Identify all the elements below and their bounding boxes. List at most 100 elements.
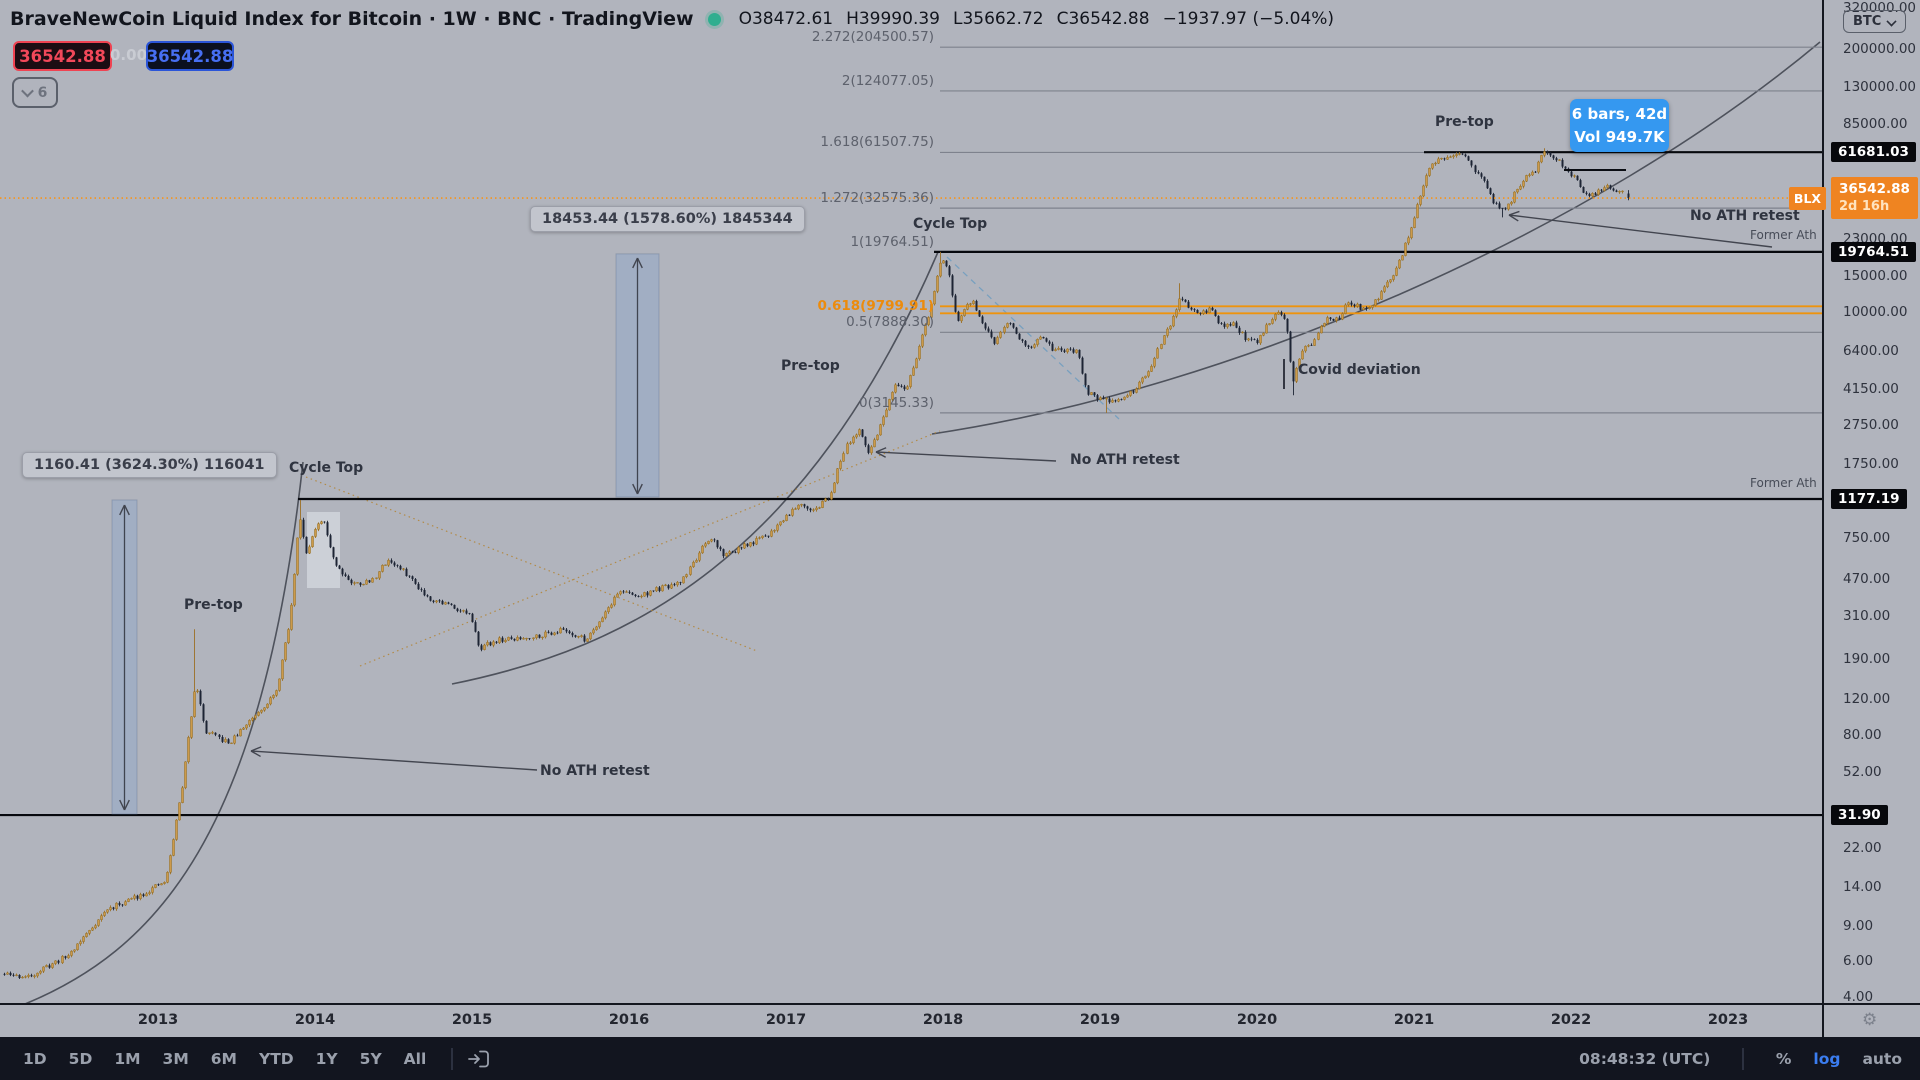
price-badge-19764.51: 19764.51 xyxy=(1831,241,1916,262)
log-scale-button[interactable]: log xyxy=(1813,1049,1841,1068)
year-label-2023: 2023 xyxy=(1707,1012,1749,1028)
fib-label-0.5: 0.5(7888.30) xyxy=(846,314,934,330)
axis-controls: 08:48:32 (UTC) % log auto xyxy=(1579,1047,1920,1070)
chevron-down-icon xyxy=(20,84,34,98)
range-button-1d[interactable]: 1D xyxy=(23,1049,47,1068)
price-badge-31.90: 31.90 xyxy=(1831,805,1888,826)
bars-range-line1: 6 bars, 42d xyxy=(1571,104,1668,123)
scale-tick: 22.00 xyxy=(1843,839,1882,856)
fib-label-1: 1(19764.51) xyxy=(850,234,934,250)
range-button-5y[interactable]: 5Y xyxy=(359,1049,382,1068)
scale-tick: 80.00 xyxy=(1843,726,1882,743)
scale-tick: 4.00 xyxy=(1843,988,1874,1003)
date-range-switcher: 1D 5D 1M 3M 6M YTD 1Y 5Y All xyxy=(0,1047,491,1070)
symbol-price-label: BLX xyxy=(1789,187,1826,210)
annotation-pre-top-2013: Pre-top xyxy=(184,597,243,613)
toolbar-divider xyxy=(451,1047,453,1070)
annotation-no-ath-retest-2018: No ATH retest xyxy=(1070,452,1180,468)
fib-label-1.272: 1.272(32575.36) xyxy=(820,190,934,206)
range-button-all[interactable]: All xyxy=(403,1049,427,1068)
scale-divider xyxy=(1822,0,1824,1037)
bar-countdown: 2d 16h xyxy=(1839,199,1890,215)
bars-range-line2: Vol 949.7K xyxy=(1574,127,1665,146)
scale-tick: 200000.00 xyxy=(1843,41,1917,58)
candlestick-chart[interactable] xyxy=(0,0,1822,1003)
scale-tick: 190.00 xyxy=(1843,650,1891,667)
chart-pane[interactable]: BraveNewCoin Liquid Index for Bitcoin · … xyxy=(0,0,1822,1003)
annotation-cycle-top-2014: Cycle Top xyxy=(289,460,364,476)
currency-label: BTC xyxy=(1853,14,1882,29)
toolbar-divider xyxy=(1742,1047,1744,1070)
scale-tick: 120.00 xyxy=(1843,690,1891,707)
change-value: −1937.97 (−5.04%) xyxy=(1162,9,1335,29)
year-label-2019: 2019 xyxy=(1079,1012,1121,1028)
scale-tick: 750.00 xyxy=(1843,530,1891,547)
range-button-ytd[interactable]: YTD xyxy=(258,1049,294,1068)
open-value: O38472.61 xyxy=(738,9,834,29)
chevron-down-icon xyxy=(1886,16,1897,27)
scale-tick: 320000.00 xyxy=(1843,0,1917,16)
year-label-2020: 2020 xyxy=(1236,1012,1278,1028)
range-button-5d[interactable]: 5D xyxy=(68,1049,93,1068)
annotation-pre-top-2021: Pre-top xyxy=(1435,114,1494,130)
year-label-2015: 2015 xyxy=(451,1012,493,1028)
close-value: C36542.88 xyxy=(1056,9,1150,29)
ohlc-values: O38472.61 H39990.39 L35662.72 C36542.88 … xyxy=(739,9,1334,29)
measurement-label-2013: 1160.41 (3624.30%) 116041 xyxy=(22,452,277,478)
symbol-legend: BraveNewCoin Liquid Index for Bitcoin · … xyxy=(10,8,1334,30)
year-label-2021: 2021 xyxy=(1393,1012,1435,1028)
fib-label-0: 0(3145.33) xyxy=(859,395,934,411)
fib-label-1.618: 1.618(61507.75) xyxy=(820,134,934,150)
bars-range-tooltip: 6 bars, 42d Vol 949.7K xyxy=(1570,99,1669,152)
scale-tick: 4150.00 xyxy=(1843,380,1899,397)
range-button-1y[interactable]: 1Y xyxy=(315,1049,338,1068)
scale-tick: 9.00 xyxy=(1843,917,1874,934)
percent-scale-button[interactable]: % xyxy=(1775,1049,1792,1068)
annotation-cycle-top-2018: Cycle Top xyxy=(913,216,988,232)
axis-settings-icon[interactable]: ⚙ xyxy=(1862,1010,1878,1030)
scale-tick: 14.00 xyxy=(1843,879,1882,896)
scale-tick: 52.00 xyxy=(1843,764,1882,781)
annotation-former-ath-lower: Former Ath xyxy=(1750,476,1817,490)
buy-price-button[interactable]: 36542.88 xyxy=(146,41,234,71)
year-label-2013: 2013 xyxy=(137,1012,179,1028)
low-value: L35662.72 xyxy=(952,9,1044,29)
spread-value: 0.00 xyxy=(110,46,148,64)
annotation-former-ath-upper: Former Ath xyxy=(1750,228,1817,242)
market-status-icon xyxy=(707,12,721,26)
scale-tick: 85000.00 xyxy=(1843,116,1908,133)
auto-scale-button[interactable]: auto xyxy=(1862,1049,1902,1068)
indicator-count: 6 xyxy=(37,84,48,101)
year-label-2016: 2016 xyxy=(608,1012,650,1028)
symbol-title: BraveNewCoin Liquid Index for Bitcoin · … xyxy=(10,8,694,30)
price-badge-61681.03: 61681.03 xyxy=(1831,142,1916,163)
scale-tick: 15000.00 xyxy=(1843,268,1908,285)
year-label-2017: 2017 xyxy=(765,1012,807,1028)
scale-tick: 10000.00 xyxy=(1843,303,1908,320)
year-label-2018: 2018 xyxy=(922,1012,964,1028)
year-label-2014: 2014 xyxy=(294,1012,336,1028)
annotation-no-ath-retest-2022: No ATH retest xyxy=(1690,208,1800,224)
price-scale[interactable]: BTC 320000.00 200000.00 130000.00 85000.00 2… xyxy=(1823,0,1920,1003)
indicators-collapse-button[interactable]: 6 xyxy=(12,77,58,108)
measurement-label-2017: 18453.44 (1578.60%) 1845344 xyxy=(530,206,805,232)
currency-selector-button[interactable]: BTC xyxy=(1843,10,1907,33)
bottom-toolbar: 1D 5D 1M 3M 6M YTD 1Y 5Y All 08:48:32 (UTC) % lo… xyxy=(0,1037,1920,1080)
scale-tick: 130000.00 xyxy=(1843,78,1917,95)
scale-tick: 2750.00 xyxy=(1843,416,1899,433)
range-button-1m[interactable]: 1M xyxy=(114,1049,141,1068)
scale-tick: 6400.00 xyxy=(1843,342,1899,359)
annotation-no-ath-retest-2014: No ATH retest xyxy=(540,763,650,779)
scale-tick: 6.00 xyxy=(1843,953,1874,970)
time-axis[interactable]: 2013 2014 2015 2016 2017 2018 2019 2020 2021 2022… xyxy=(0,1005,1920,1037)
sell-price-button[interactable]: 36542.88 xyxy=(13,41,112,71)
annotation-pre-top-2017: Pre-top xyxy=(781,358,840,374)
range-button-3m[interactable]: 3M xyxy=(162,1049,189,1068)
scale-tick: 470.00 xyxy=(1843,571,1891,588)
scale-tick: 310.00 xyxy=(1843,607,1891,624)
price-badge-1177.19: 1177.19 xyxy=(1831,488,1907,509)
range-button-6m[interactable]: 6M xyxy=(210,1049,237,1068)
high-value: H39990.39 xyxy=(846,9,940,29)
go-to-date-icon[interactable] xyxy=(467,1048,491,1070)
